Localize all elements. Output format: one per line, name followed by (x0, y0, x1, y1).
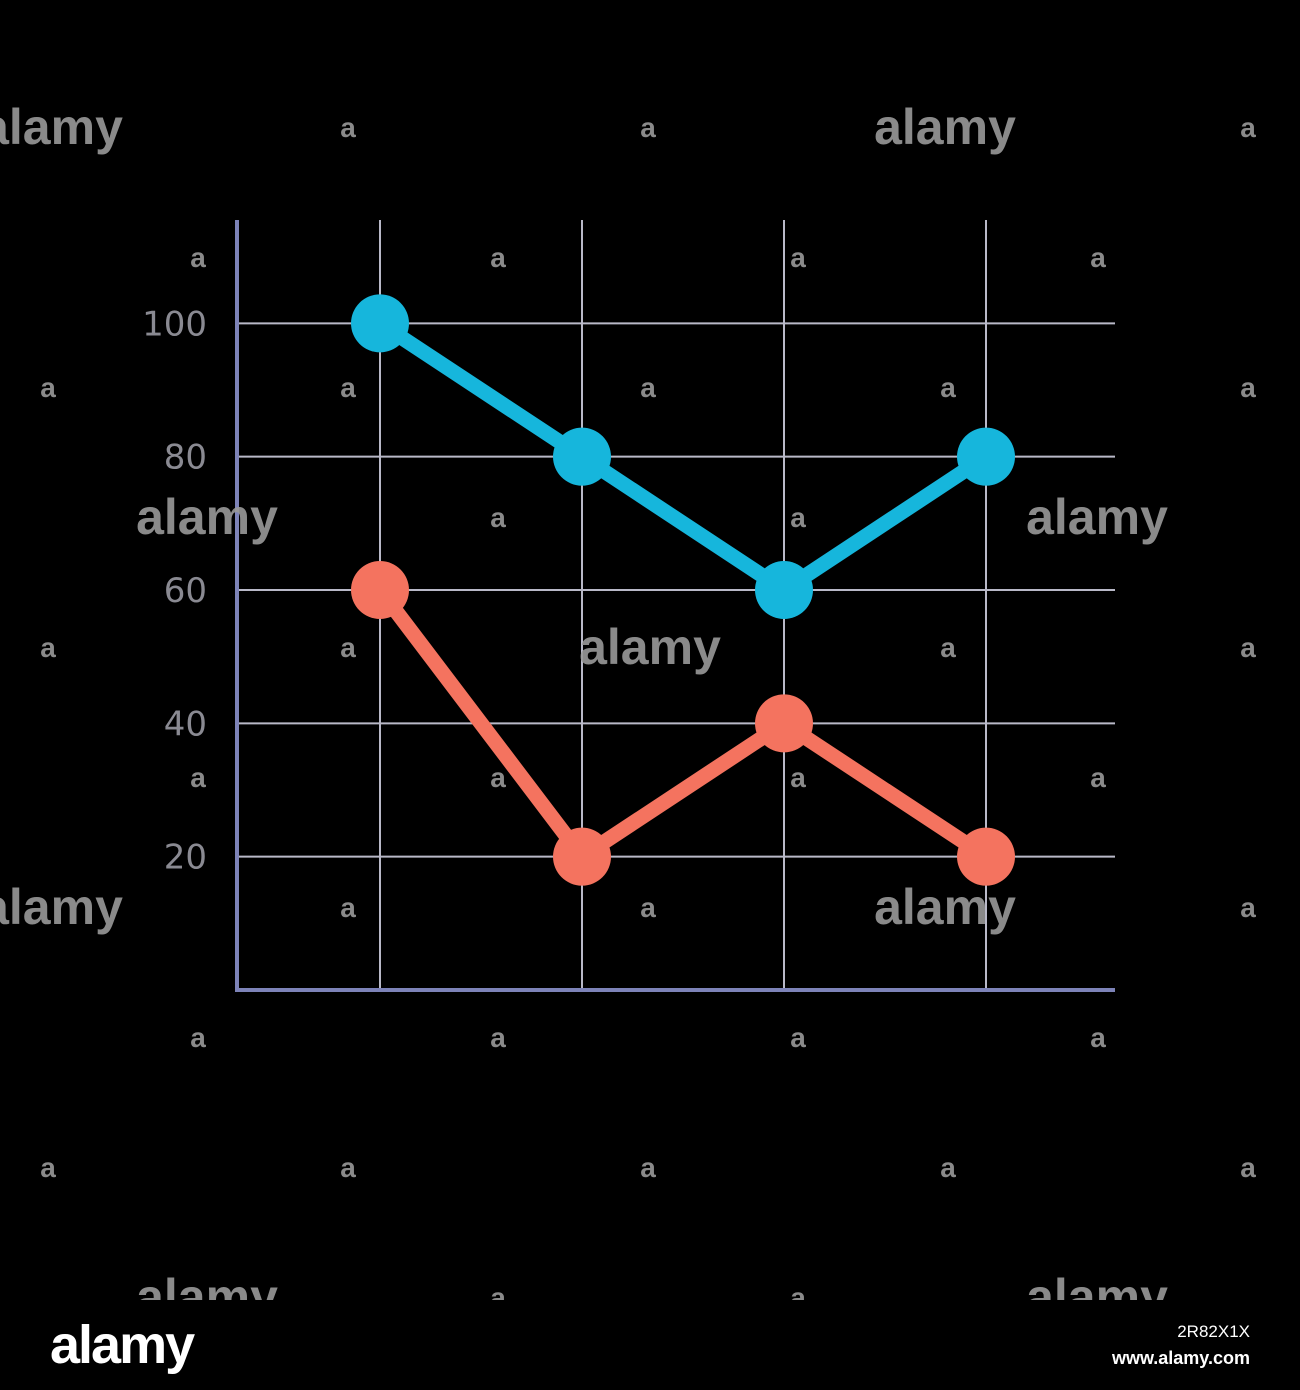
watermark-logo: alamy (136, 1269, 278, 1300)
y-tick-labels: 20 40 60 80 100 (142, 304, 207, 877)
watermark-mark: a (190, 242, 206, 273)
series-2-point (755, 694, 813, 753)
y-tick-label: 40 (164, 704, 207, 744)
watermark-logo: alamy (136, 489, 278, 545)
watermark-mark: a (340, 892, 356, 923)
series-1-point (553, 427, 611, 486)
watermark-logo: alamy (0, 99, 123, 155)
watermark-mark: a (1090, 1022, 1106, 1053)
watermark-mark: a (1240, 1152, 1256, 1183)
series (351, 294, 1015, 886)
watermark-mark: a (1240, 892, 1256, 923)
watermark-mark: a (340, 112, 356, 143)
watermark-mark: a (1240, 632, 1256, 663)
watermark-mark: a (640, 372, 656, 403)
series-1-point (755, 561, 813, 619)
series-2-point (957, 827, 1015, 886)
y-tick-label: 20 (164, 838, 207, 878)
watermark-mark: a (790, 502, 806, 533)
footer-logo: alamy (50, 1315, 195, 1375)
watermark-logo: alamy (1026, 1269, 1168, 1300)
watermark-mark: a (1090, 762, 1106, 793)
watermark-mark: a (940, 372, 956, 403)
watermark-mark: a (40, 632, 56, 663)
y-tick-label: 60 (164, 571, 207, 611)
y-tick-label: 80 (164, 438, 207, 478)
watermark-mark: a (790, 1022, 806, 1053)
series-2-point (351, 561, 409, 619)
image-id: 2R82X1X (1177, 1322, 1250, 1341)
watermark-mark: a (1240, 372, 1256, 403)
watermark-mark: a (490, 502, 506, 533)
watermark-mark: a (190, 1022, 206, 1053)
watermark-logo: alamy (874, 879, 1016, 935)
watermark-logo: alamy (579, 619, 721, 675)
watermark-mark: a (340, 632, 356, 663)
watermark-mark: a (940, 1152, 956, 1183)
axes (235, 220, 1115, 992)
series-1-point (351, 294, 409, 353)
watermark-logo: alamy (1026, 489, 1168, 545)
series-line-2 (372, 582, 994, 865)
series-1-point (957, 427, 1015, 486)
watermark-mark: a (640, 112, 656, 143)
watermark-mark: a (640, 892, 656, 923)
footer-url[interactable]: www.alamy.com (1111, 1348, 1250, 1368)
watermark-mark: a (490, 1282, 506, 1300)
watermark-mark: a (40, 372, 56, 403)
watermark-mark: a (490, 1022, 506, 1053)
watermark-mark: a (790, 762, 806, 793)
watermark-logo: alamy (0, 879, 123, 935)
watermark-mark: a (790, 1282, 806, 1300)
watermark-logo: alamy (874, 99, 1016, 155)
watermark-mark: a (490, 242, 506, 273)
watermark-mark: a (340, 372, 356, 403)
watermark: alamy alamy alamy alamy alamy alamy alamy alamy… (0, 99, 1256, 1300)
watermark-mark: a (40, 1152, 56, 1183)
watermark-mark: a (490, 762, 506, 793)
series-2-point (553, 827, 611, 886)
watermark-mark: a (1090, 242, 1106, 273)
watermark-mark: a (940, 632, 956, 663)
watermark-mark: a (640, 1152, 656, 1183)
watermark-mark: a (790, 242, 806, 273)
watermark-mark: a (190, 762, 206, 793)
footer-bar: alamy 2R82X1X www.alamy.com (0, 1300, 1300, 1390)
series-line-1 (372, 315, 994, 598)
y-tick-label: 100 (142, 304, 207, 344)
watermark-mark: a (340, 1152, 356, 1183)
watermark-mark: a (1240, 112, 1256, 143)
